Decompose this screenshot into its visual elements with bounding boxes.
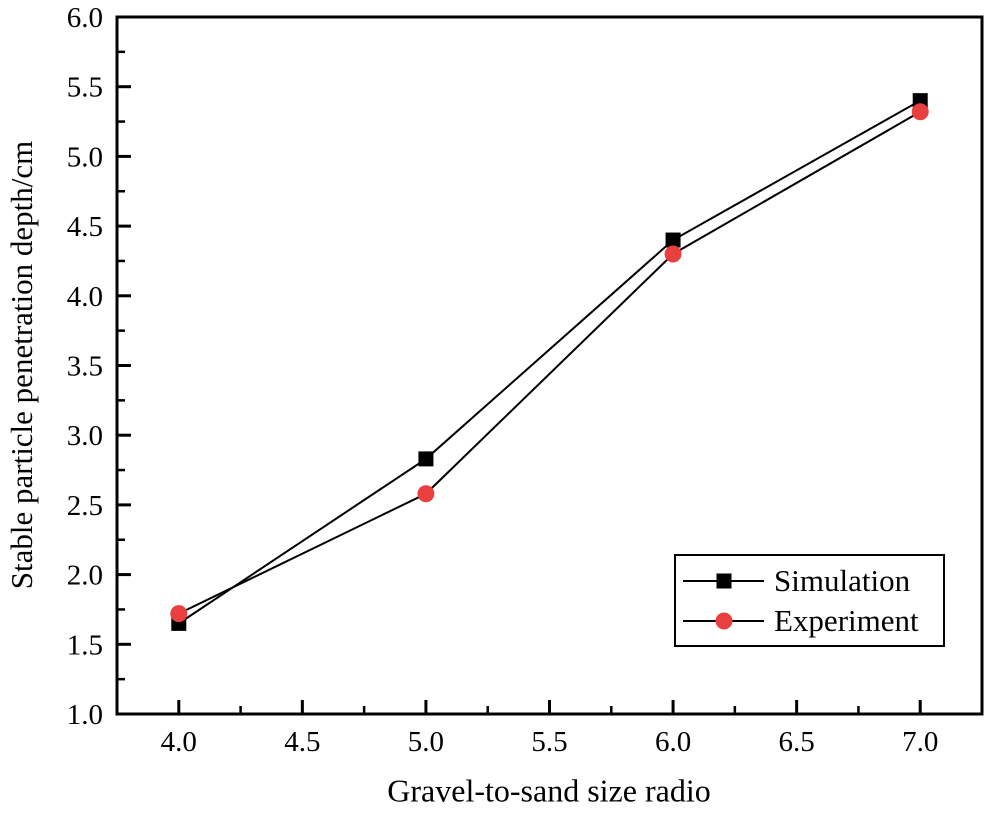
legend-label-simulation: Simulation — [774, 563, 911, 598]
y-tick-label: 1.0 — [67, 699, 103, 731]
y-tick-label: 2.0 — [67, 560, 103, 592]
simulation-line — [178, 99, 921, 625]
experiment-marker — [417, 485, 435, 503]
legend-entry-simulation: Simulation — [676, 565, 943, 596]
experiment-key — [683, 610, 764, 632]
x-axis-title: Gravel-to-sand size radio — [387, 772, 711, 809]
simulation-marker — [418, 451, 434, 467]
x-tick-label: 7.0 — [902, 726, 938, 758]
legend-entry-experiment: Experiment — [676, 605, 943, 636]
y-tick-label: 2.5 — [67, 490, 103, 522]
experiment-marker-icon — [715, 612, 732, 629]
y-tick-label: 5.0 — [67, 141, 103, 173]
y-axis-title: Stable particle penetration depth/cm — [4, 140, 39, 590]
y-tick-label: 4.0 — [67, 281, 103, 313]
legend-label-experiment: Experiment — [774, 603, 919, 638]
experiment-marker — [911, 103, 929, 121]
legend-box: Simulation Experiment — [674, 554, 945, 647]
y-tick-label: 5.5 — [67, 72, 103, 104]
x-tick-label: 4.5 — [284, 726, 320, 758]
experiment-line — [178, 110, 921, 615]
x-tick-label: 6.5 — [779, 726, 815, 758]
x-tick-label: 5.0 — [408, 726, 444, 758]
x-tick-label: 6.0 — [655, 726, 691, 758]
simulation-marker — [665, 232, 681, 248]
simulation-marker-icon — [716, 573, 731, 588]
y-tick-label: 6.0 — [67, 2, 103, 34]
y-tick-label: 3.5 — [67, 351, 103, 383]
y-tick-label: 4.5 — [67, 211, 103, 243]
x-tick-label: 4.0 — [161, 726, 197, 758]
y-tick-label: 1.5 — [67, 629, 103, 661]
x-tick-label: 5.5 — [531, 726, 567, 758]
experiment-marker — [664, 245, 682, 263]
experiment-marker — [170, 605, 188, 623]
y-tick-label: 3.0 — [67, 420, 103, 452]
simulation-key — [683, 570, 764, 592]
